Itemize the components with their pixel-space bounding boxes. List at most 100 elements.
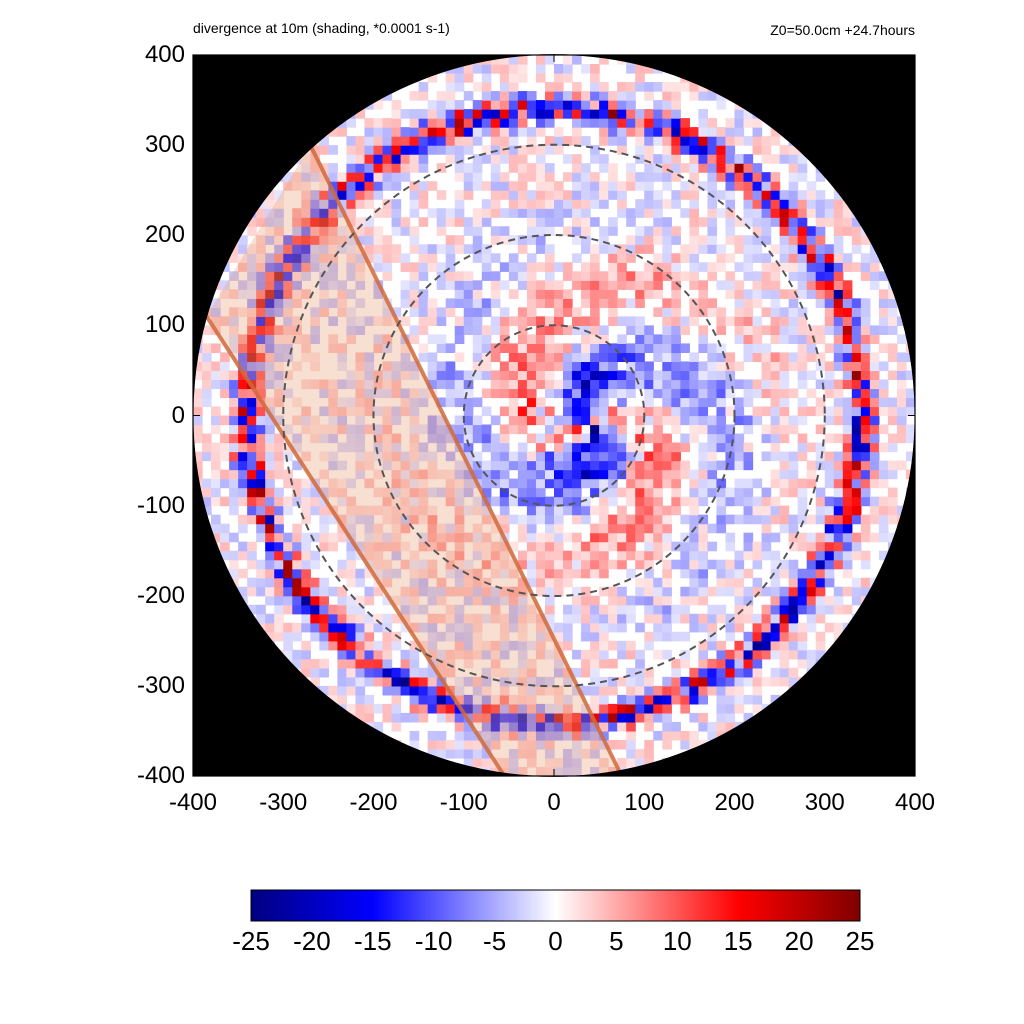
- divergence-cell: [499, 136, 510, 146]
- divergence-cell: [526, 658, 537, 669]
- divergence-cell: [346, 145, 357, 155]
- divergence-cell: [815, 406, 826, 417]
- divergence-cell: [535, 415, 546, 426]
- divergence-cell: [490, 325, 501, 335]
- divergence-cell: [644, 136, 654, 146]
- divergence-cell: [599, 406, 609, 417]
- divergence-cell: [382, 703, 393, 714]
- divergence-cell: [590, 595, 600, 606]
- divergence-cell: [247, 514, 257, 525]
- divergence-cell: [463, 676, 474, 687]
- divergence-cell: [815, 487, 826, 498]
- divergence-cell: [797, 235, 808, 245]
- divergence-cell: [590, 289, 600, 299]
- divergence-cell: [761, 136, 772, 146]
- divergence-cell: [653, 577, 663, 588]
- divergence-cell: [508, 289, 519, 299]
- divergence-cell: [319, 190, 329, 200]
- y-tick-label: 0: [171, 401, 185, 429]
- divergence-cell: [499, 595, 510, 606]
- divergence-cell: [463, 109, 474, 119]
- divergence-cell: [770, 676, 781, 687]
- divergence-cell: [256, 433, 266, 444]
- divergence-cell: [427, 685, 438, 696]
- divergence-cell: [319, 181, 329, 191]
- divergence-cell: [274, 496, 284, 507]
- divergence-cell: [707, 343, 718, 354]
- divergence-cell: [572, 550, 582, 561]
- divergence-cell: [779, 244, 790, 254]
- divergence-cell: [779, 505, 790, 516]
- divergence-cell: [770, 262, 781, 272]
- divergence-cell: [490, 469, 501, 480]
- divergence-cell: [364, 424, 375, 435]
- divergence-cell: [698, 235, 709, 245]
- divergence-cell: [400, 487, 411, 498]
- divergence-cell: [310, 307, 320, 317]
- divergence-cell: [554, 64, 564, 74]
- divergence-cell: [292, 181, 302, 191]
- divergence-cell: [373, 163, 384, 173]
- divergence-cell: [680, 595, 690, 606]
- divergence-cell: [391, 568, 402, 579]
- divergence-cell: [626, 325, 636, 335]
- divergence-cell: [644, 208, 654, 218]
- divergence-cell: [328, 262, 338, 272]
- divergence-cell: [878, 469, 889, 480]
- divergence-cell: [229, 289, 239, 299]
- divergence-cell: [499, 109, 510, 119]
- divergence-cell: [824, 505, 835, 516]
- divergence-cell: [391, 172, 402, 182]
- divergence-cell: [797, 433, 808, 444]
- divergence-cell: [635, 748, 645, 759]
- divergence-cell: [725, 118, 736, 128]
- divergence-cell: [508, 730, 519, 741]
- divergence-cell: [265, 460, 275, 471]
- divergence-cell: [364, 172, 375, 182]
- divergence-cell: [878, 397, 889, 408]
- divergence-cell: [752, 685, 763, 696]
- divergence-cell: [229, 388, 239, 399]
- divergence-cell: [698, 595, 709, 606]
- divergence-cell: [391, 406, 402, 417]
- divergence-cell: [346, 559, 357, 570]
- divergence-cell: [256, 577, 266, 588]
- divergence-cell: [581, 442, 591, 453]
- divergence-cell: [364, 667, 375, 678]
- divergence-cell: [662, 676, 672, 687]
- divergence-cell: [770, 181, 781, 191]
- divergence-cell: [653, 82, 663, 92]
- divergence-cell: [716, 559, 727, 570]
- divergence-cell: [499, 694, 510, 705]
- divergence-cell: [490, 640, 501, 651]
- divergence-cell: [725, 181, 736, 191]
- divergence-cell: [662, 478, 672, 489]
- divergence-cell: [797, 253, 808, 263]
- divergence-cell: [833, 289, 844, 299]
- divergence-cell: [860, 550, 871, 561]
- divergence-cell: [689, 127, 699, 137]
- divergence-cell: [752, 379, 763, 390]
- divergence-cell: [454, 577, 465, 588]
- divergence-cell: [445, 118, 456, 128]
- divergence-cell: [680, 730, 690, 741]
- divergence-cell: [436, 703, 447, 714]
- divergence-cell: [346, 190, 357, 200]
- divergence-cell: [806, 235, 817, 245]
- divergence-cell: [653, 694, 663, 705]
- divergence-cell: [535, 442, 546, 453]
- divergence-cell: [833, 325, 844, 335]
- divergence-cell: [535, 676, 546, 687]
- divergence-cell: [247, 244, 257, 254]
- divergence-cell: [869, 370, 880, 381]
- divergence-cell: [662, 298, 672, 308]
- divergence-cell: [851, 325, 862, 335]
- divergence-cell: [842, 334, 853, 344]
- divergence-cell: [436, 649, 447, 660]
- divergence-cell: [337, 424, 348, 435]
- divergence-cell: [662, 631, 672, 642]
- divergence-cell: [563, 352, 573, 363]
- divergence-cell: [373, 343, 384, 354]
- divergence-cell: [454, 244, 465, 254]
- divergence-cell: [283, 235, 293, 245]
